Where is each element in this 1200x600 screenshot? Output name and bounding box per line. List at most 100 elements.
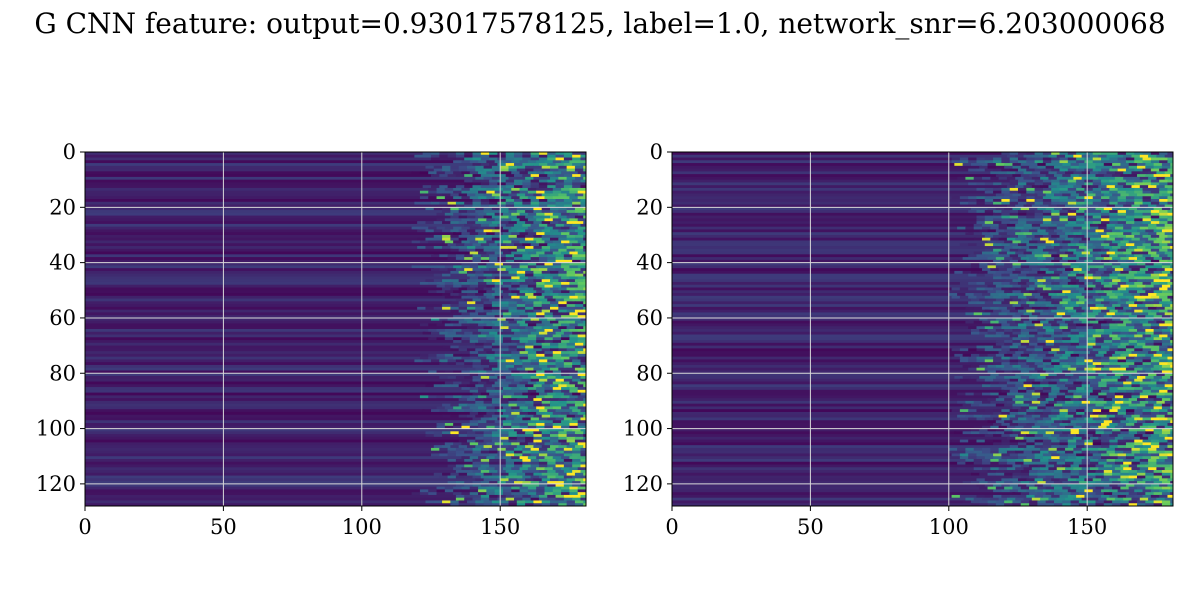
heatmap-cell [580, 257, 586, 261]
heatmap-cell [976, 254, 986, 258]
heatmap-cell [1015, 381, 1025, 385]
heatmap-cell [486, 226, 496, 231]
heatmap-cell [1125, 152, 1135, 156]
heatmap-cell [486, 334, 496, 338]
heatmap-cell [1084, 411, 1094, 416]
heatmap-cell [1106, 154, 1116, 159]
heatmap-cell [455, 254, 465, 258]
heatmap-row-band [672, 331, 973, 336]
heatmap-cell [987, 284, 997, 289]
heatmap-cell [489, 481, 499, 485]
heatmap-cell [1026, 378, 1036, 383]
heatmap-cell [998, 384, 1008, 388]
heatmap-cell [491, 309, 501, 314]
heatmap-cell [1123, 293, 1133, 297]
heatmap-cell [558, 403, 568, 408]
heatmap-cell [522, 257, 532, 261]
heatmap-cell [1001, 301, 1011, 305]
heatmap-cell [1020, 406, 1030, 410]
heatmap-cell [1125, 411, 1135, 416]
heatmap-cell [577, 212, 586, 217]
heatmap-cell [569, 281, 579, 286]
heatmap-row-band [672, 323, 1004, 327]
heatmap-cell [552, 265, 562, 269]
heatmap-cell [954, 353, 964, 358]
heatmap-cell [1073, 226, 1083, 231]
heatmap-cell [494, 456, 504, 460]
heatmap-row-band [85, 268, 434, 272]
heatmap-cell [1026, 210, 1036, 214]
heatmap-cell [469, 323, 479, 327]
heatmap-cell [1042, 378, 1052, 383]
heatmap-cell [522, 481, 532, 485]
heatmap-cell [486, 290, 496, 294]
heatmap-cell [572, 268, 582, 272]
heatmap-cell [552, 389, 562, 394]
heatmap-cell [1089, 414, 1099, 419]
heatmap-cell [555, 199, 565, 203]
heatmap-cell [1117, 362, 1127, 366]
heatmap-cell [527, 312, 537, 316]
heatmap-cell [472, 317, 482, 322]
heatmap-cell [1067, 334, 1077, 338]
heatmap-cell [491, 367, 501, 372]
heatmap-cell [489, 268, 499, 272]
heatmap-cell [976, 326, 986, 330]
heatmap-cell [1092, 348, 1102, 352]
heatmap-cell [561, 196, 570, 200]
heatmap-cell [494, 389, 504, 394]
heatmap-cell [1053, 342, 1063, 347]
heatmap-cell [1159, 273, 1169, 278]
heatmap-cell [1148, 320, 1157, 325]
heatmap-cell [1145, 163, 1155, 167]
heatmap-cell [527, 337, 537, 341]
heatmap-cell [514, 331, 523, 336]
heatmap-cell [533, 304, 543, 308]
heatmap-cell [1015, 306, 1025, 311]
heatmap-cell [500, 234, 510, 239]
heatmap-cell [417, 237, 427, 242]
heatmap-cell [1067, 423, 1077, 427]
heatmap-cell [1089, 400, 1099, 405]
heatmap-cell [1095, 329, 1105, 333]
heatmap-row-band [85, 475, 443, 479]
heatmap-cell [491, 342, 501, 347]
heatmap-cell [489, 392, 499, 396]
heatmap-cell [1137, 420, 1146, 424]
heatmap-cell [1095, 240, 1105, 244]
heatmap-cell [483, 210, 493, 214]
heatmap-cell [491, 237, 501, 242]
heatmap-cell [472, 331, 482, 336]
heatmap-cell [538, 470, 548, 474]
heatmap-cell [436, 353, 446, 358]
heatmap-cell [1051, 210, 1061, 214]
heatmap-cell [970, 207, 980, 211]
heatmap-row-band [85, 425, 439, 430]
heatmap-cell [1017, 309, 1027, 314]
heatmap-cell [1078, 290, 1088, 294]
heatmap-row-band [85, 497, 458, 502]
heatmap-cell [566, 398, 576, 402]
heatmap-cell [561, 226, 570, 231]
heatmap-cell [555, 464, 565, 468]
heatmap-cell [572, 481, 582, 485]
heatmap-cell [583, 273, 586, 278]
heatmap-cell [1009, 152, 1019, 156]
heatmap-cell [1159, 434, 1169, 438]
heatmap-cell [525, 445, 535, 449]
heatmap-cell [541, 207, 551, 211]
heatmap-cell [1142, 389, 1152, 394]
heatmap-cell [491, 246, 501, 250]
heatmap-row-band [672, 251, 975, 255]
heatmap-cell [984, 295, 994, 300]
heatmap-cell [1109, 309, 1119, 314]
heatmap-cell [522, 494, 532, 499]
heatmap-cell [1084, 221, 1094, 225]
heatmap-cell [480, 362, 490, 366]
heatmap-cell [1029, 229, 1038, 233]
heatmap-cell [472, 174, 482, 178]
heatmap-cell [583, 320, 586, 325]
heatmap-cell [519, 329, 529, 333]
heatmap-cell [1009, 345, 1019, 349]
heatmap-cell [1056, 232, 1066, 236]
